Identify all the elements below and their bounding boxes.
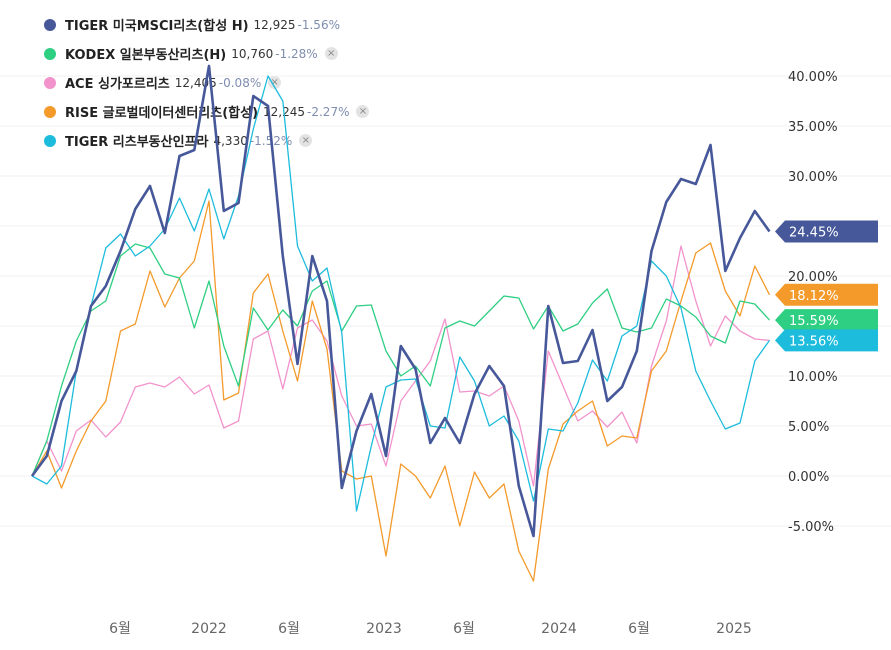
last-value-label: 13.56% xyxy=(789,334,839,349)
legend-change: -0.08% xyxy=(218,75,262,90)
close-icon[interactable]: × xyxy=(299,134,313,147)
x-tick-label: 2023 xyxy=(366,621,402,637)
legend-name: TIGER 미국MSCI리츠(합성 H) xyxy=(65,19,249,34)
x-tick-label: 6월 xyxy=(628,621,650,637)
y-tick-label: 5.00% xyxy=(788,420,829,435)
last-value-tag: 15.59% xyxy=(775,309,878,332)
series-line xyxy=(31,200,771,582)
legend-change: -1.28% xyxy=(275,46,318,61)
legend-item[interactable]: TIGER 미국MSCI리츠(합성 H) 12,925 -1.56% xyxy=(44,10,369,39)
last-value-label: 18.12% xyxy=(789,289,839,304)
series-line xyxy=(30,64,771,538)
legend-color-dot xyxy=(44,76,56,89)
legend-name: ACE 싱가포르리츠 xyxy=(65,77,170,92)
legend-name: RISE 글로벌데이터센터리츠(합성) xyxy=(65,106,259,121)
last-value-label: 24.45% xyxy=(789,226,839,241)
y-tick-label: 10.00% xyxy=(788,370,838,385)
legend-item[interactable]: KODEX 일본부동산리츠(H) 10,760 -1.28% × xyxy=(44,39,369,68)
last-value-tag: 24.45% xyxy=(775,220,878,243)
y-tick-label: 0.00% xyxy=(788,470,829,485)
x-tick-label: 2025 xyxy=(716,621,752,637)
x-tick-label: 6월 xyxy=(109,621,131,637)
legend-name: TIGER 리츠부동산인프라 xyxy=(65,135,209,150)
legend-item[interactable]: RISE 글로벌데이터센터리츠(합성) 12,245 -2.27% × xyxy=(44,97,370,126)
series-line xyxy=(31,75,771,512)
y-tick-label: 40.00% xyxy=(788,70,838,85)
series-line xyxy=(31,245,770,487)
close-icon[interactable]: × xyxy=(268,76,282,89)
legend-color-dot xyxy=(44,134,56,147)
x-tick-label: 2024 xyxy=(541,621,577,637)
last-value-label: 15.59% xyxy=(789,314,839,329)
close-icon[interactable]: × xyxy=(356,105,370,118)
last-value-tag: 18.12% xyxy=(775,283,878,306)
legend-change: -2.27% xyxy=(307,104,350,119)
last-value-tag: 13.56% xyxy=(775,329,878,352)
x-tick-label: 2022 xyxy=(191,621,227,637)
x-tick-label: 6월 xyxy=(278,621,300,637)
y-tick-label: 35.00% xyxy=(788,120,838,135)
close-icon[interactable]: × xyxy=(324,47,338,60)
legend-price: 10,760 xyxy=(231,46,274,61)
legend-color-dot xyxy=(44,105,56,118)
series-line xyxy=(31,243,770,477)
legend-name: KODEX 일본부동산리츠(H) xyxy=(65,48,227,63)
y-tick-label: -5.00% xyxy=(788,520,834,535)
legend-color-dot xyxy=(44,18,56,31)
y-tick-label: 20.00% xyxy=(788,270,838,285)
legend-price: 4,330 xyxy=(213,133,248,148)
legend-color-dot xyxy=(44,47,56,60)
x-tick-label: 6월 xyxy=(453,621,475,637)
legend-change: -1.56% xyxy=(297,17,340,32)
y-tick-label: 30.00% xyxy=(788,170,838,185)
legend-price: 12,925 xyxy=(253,17,296,32)
